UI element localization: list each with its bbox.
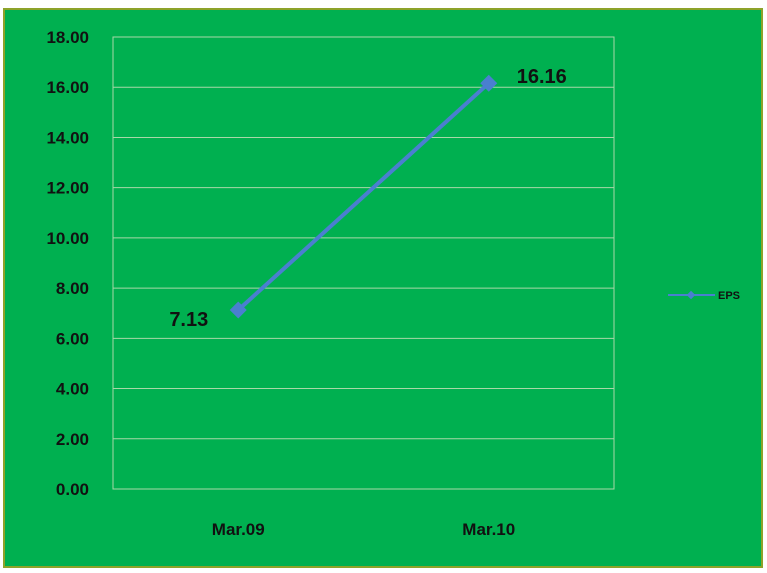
data-label: 16.16 — [517, 66, 567, 88]
legend-swatch-marker — [686, 290, 696, 300]
data-point-marker — [480, 74, 498, 92]
series-line-eps — [236, 81, 491, 312]
y-tick-label: 10.00 — [46, 229, 89, 248]
x-tick-label: Mar.09 — [212, 520, 265, 539]
y-axis-tick-labels: 0.00 2.00 4.00 6.00 8.00 10.00 12.00 14.00 16.00… — [46, 28, 89, 499]
x-tick-label: Mar.10 — [462, 520, 515, 539]
x-axis-tick-labels: Mar.09 Mar.10 — [212, 520, 515, 539]
y-tick-label: 6.00 — [56, 329, 89, 348]
data-label: 7.13 — [169, 309, 208, 331]
y-tick-label: 18.00 — [46, 28, 89, 47]
grid-lines — [113, 36, 614, 490]
legend: EPS — [668, 290, 740, 302]
legend-label-eps: EPS — [718, 290, 740, 302]
y-tick-label: 12.00 — [46, 179, 89, 198]
y-tick-label: 0.00 — [56, 480, 89, 499]
y-tick-label: 8.00 — [56, 279, 89, 298]
y-tick-label: 4.00 — [56, 380, 89, 399]
series-layer: 7.13 16.16 — [169, 66, 567, 331]
plot-area — [112, 36, 615, 490]
y-tick-label: 2.00 — [56, 430, 89, 449]
y-tick-label: 16.00 — [46, 78, 89, 97]
data-point-marker — [229, 301, 247, 319]
y-tick-label: 14.00 — [46, 128, 89, 147]
